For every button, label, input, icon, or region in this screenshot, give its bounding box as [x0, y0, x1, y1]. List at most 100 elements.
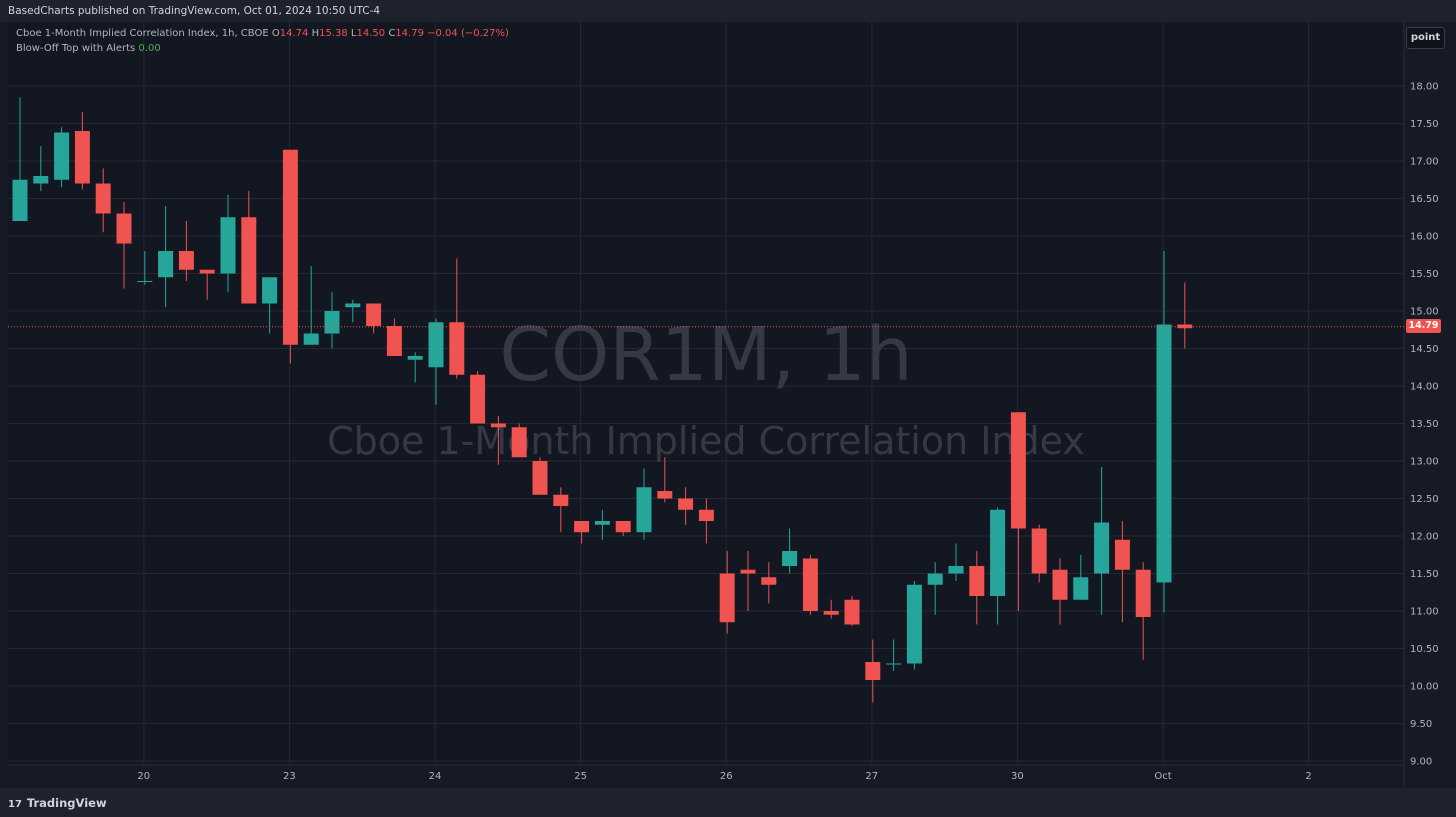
- candle-body: [178, 251, 194, 270]
- candle: [12, 97, 28, 221]
- candle: [865, 639, 881, 703]
- indicator-value: 0.00: [138, 43, 161, 54]
- publish-info: BasedCharts published on TradingView.com…: [8, 5, 381, 17]
- candle: [241, 191, 257, 304]
- time-axis: 20 23 24 25 26 27 30 Oct 2: [137, 771, 1311, 782]
- candle: [927, 562, 943, 615]
- candle: [386, 318, 402, 356]
- candle: [74, 112, 90, 190]
- candle: [95, 168, 111, 233]
- candle: [948, 543, 964, 581]
- x-tick-label: 26: [720, 771, 733, 782]
- candle-body: [740, 569, 756, 574]
- candle: [282, 149, 298, 364]
- publish-bar: BasedCharts published on TradingView.com…: [0, 0, 1456, 22]
- symbol-legend: Cboe 1-Month Implied Correlation Index, …: [16, 28, 509, 39]
- candle-body: [927, 573, 943, 585]
- candle: [553, 487, 569, 533]
- candle: [178, 221, 194, 281]
- candle-body: [761, 577, 777, 585]
- candle-body: [199, 269, 215, 274]
- x-tick-label: 20: [137, 771, 150, 782]
- last-price-label: 14.79: [1406, 319, 1441, 333]
- candle-body: [698, 509, 714, 521]
- candle: [657, 457, 673, 503]
- candle-body: [678, 498, 694, 510]
- candle-body: [844, 599, 860, 625]
- y-tick-label: 15.00: [1410, 307, 1439, 318]
- candle-body: [657, 491, 673, 499]
- candle: [470, 371, 486, 424]
- candle-body: [33, 176, 49, 184]
- price-axis: 18.00 17.50 17.00 16.50 16.00 15.50 15.00 14.50…: [1410, 82, 1439, 768]
- low-value: 14.50: [356, 28, 386, 39]
- candle-body: [636, 487, 652, 533]
- candle: [199, 269, 215, 300]
- y-tick-label: 13.50: [1410, 419, 1439, 430]
- candle-body: [345, 303, 361, 308]
- candle-body: [428, 322, 444, 368]
- candle-body: [886, 663, 902, 665]
- candle: [262, 277, 278, 334]
- candle: [1052, 558, 1068, 625]
- x-tick-label: 27: [865, 771, 878, 782]
- candle: [844, 596, 860, 626]
- x-tick-label: Oct: [1154, 771, 1171, 782]
- y-tick-label: 16.00: [1410, 232, 1439, 243]
- open-value: 14.74: [279, 28, 309, 39]
- y-tick-label: 9.00: [1410, 757, 1432, 768]
- candle: [1010, 412, 1026, 611]
- candle: [969, 551, 985, 625]
- candle-body: [594, 521, 610, 525]
- high-label: H: [311, 28, 320, 39]
- y-tick-label: 12.00: [1410, 532, 1439, 543]
- candle: [678, 487, 694, 525]
- candle-body: [54, 132, 70, 180]
- indicator-name: Blow-Off Top with Alerts: [16, 43, 136, 54]
- candle-body: [1094, 522, 1110, 574]
- candle-body: [969, 566, 985, 596]
- candle-body: [719, 573, 735, 623]
- candle-body: [386, 326, 402, 356]
- candle-body: [1135, 569, 1151, 617]
- candle: [1031, 524, 1047, 583]
- indicator-legend[interactable]: Blow-Off Top with Alerts 0.00: [16, 43, 161, 54]
- candle: [345, 299, 361, 323]
- close-label: C: [388, 28, 396, 39]
- candle-body: [1031, 528, 1047, 574]
- candle: [33, 146, 49, 191]
- candle: [366, 303, 382, 334]
- x-tick-label: 25: [574, 771, 587, 782]
- candle: [574, 521, 590, 544]
- candle: [54, 127, 70, 188]
- watermark-title: COR1M, 1h: [499, 312, 912, 398]
- point-button[interactable]: point: [1406, 27, 1445, 49]
- candle: [1114, 521, 1130, 623]
- brand-name: TradingView: [26, 796, 107, 810]
- y-tick-label: 17.50: [1410, 119, 1439, 130]
- candle-body: [532, 461, 548, 495]
- candle: [511, 423, 527, 458]
- candle-body: [158, 251, 174, 278]
- y-tick-label: 18.00: [1410, 82, 1439, 93]
- candle: [449, 258, 465, 379]
- y-tick-label: 17.00: [1410, 157, 1439, 168]
- candle: [823, 599, 839, 619]
- candle: [906, 581, 922, 670]
- candle-body: [74, 131, 90, 184]
- candlestick-chart[interactable]: COR1M, 1h Cboe 1-Month Implied Correlati…: [0, 22, 1456, 788]
- candle-body: [1156, 324, 1172, 583]
- candle-body: [470, 374, 486, 424]
- watermark-subtitle: Cboe 1-Month Implied Correlation Index: [327, 419, 1085, 463]
- candle-body: [1010, 412, 1026, 529]
- tradingview-mark-icon: 17: [8, 799, 22, 810]
- y-tick-label: 13.00: [1410, 457, 1439, 468]
- candle-body: [615, 521, 631, 533]
- candle-body: [449, 322, 465, 375]
- candle-body: [1052, 569, 1068, 600]
- candle: [1156, 251, 1172, 613]
- tradingview-logo[interactable]: 17 TradingView: [8, 796, 107, 810]
- change-value: −0.04 (−0.27%): [427, 28, 509, 39]
- candle-body: [511, 427, 527, 458]
- candle-body: [241, 217, 257, 304]
